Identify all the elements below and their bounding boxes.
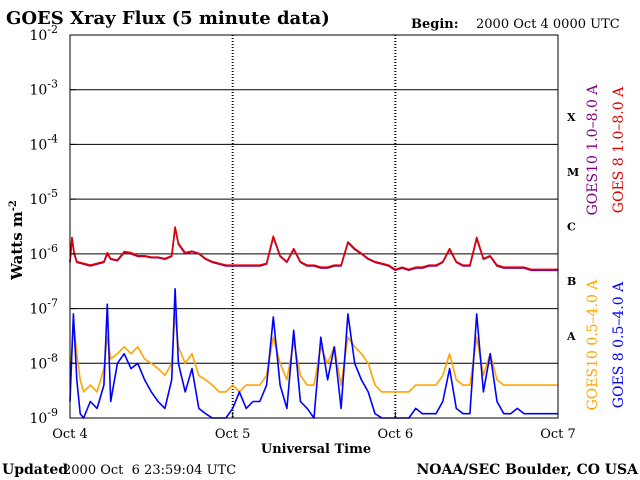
flare-class-M: M <box>567 166 579 179</box>
series-goes8_short <box>69 287 558 419</box>
x-axis-label: Universal Time <box>261 442 371 457</box>
y-tick-label-7: 10-9 <box>29 406 58 427</box>
y-axis-label-text: Watts m <box>8 211 26 281</box>
y-tick-base: 10 <box>29 192 47 208</box>
x-tick-label-1: Oct 5 <box>215 427 251 442</box>
grid <box>70 34 558 419</box>
x-tick-label-3: Oct 7 <box>540 427 576 442</box>
y-tick-base: 10 <box>29 302 47 318</box>
y-tick-exponent: -4 <box>47 132 58 145</box>
y-tick-exponent: -6 <box>47 242 58 255</box>
flare-class-C: C <box>567 221 576 234</box>
y-tick-label-5: 10-7 <box>29 297 58 318</box>
data-series <box>69 226 558 419</box>
y-tick-base: 10 <box>29 247 47 263</box>
legend-goes10_long: GOES10 1.0–8.0 A <box>585 84 601 216</box>
x-tick-label-2: Oct 6 <box>378 427 414 442</box>
y-axis-label-exponent: -2 <box>8 200 19 211</box>
y-tick-base: 10 <box>29 137 47 153</box>
y-tick-exponent: -2 <box>47 23 58 36</box>
y-tick-base: 10 <box>29 28 47 44</box>
plot-frame <box>69 34 559 419</box>
legend-goes8_short: GOES 8 0.5–4.0 A <box>611 281 627 408</box>
series-goes10_long <box>69 227 558 272</box>
data-source: NOAA/SEC Boulder, CO USA <box>417 462 640 478</box>
begin-label: Begin: <box>411 17 459 32</box>
updated-label: Updated <box>2 462 68 478</box>
x-tick-label-0: Oct 4 <box>52 427 88 442</box>
y-tick-label-4: 10-6 <box>29 242 58 263</box>
y-tick-exponent: -3 <box>47 78 58 91</box>
y-tick-base: 10 <box>29 356 47 372</box>
updated-value: 2000 Oct 6 23:59:04 UTC <box>63 463 236 478</box>
y-tick-exponent: -7 <box>47 297 58 310</box>
y-tick-label-0: 10-2 <box>29 23 58 44</box>
y-tick-label-2: 10-4 <box>29 132 58 153</box>
series-goes8_long <box>69 226 558 271</box>
legend-goes8_long: GOES 8 1.0–8.0 A <box>611 86 627 213</box>
legend-goes10_short: GOES10 0.5–4.0 A <box>585 279 601 411</box>
chart-title: GOES Xray Flux (5 minute data) <box>6 8 330 29</box>
y-tick-base: 10 <box>29 83 47 99</box>
flare-class-A: A <box>566 330 576 343</box>
y-tick-base: 10 <box>29 411 47 427</box>
y-tick-label-1: 10-3 <box>29 78 58 99</box>
y-tick-label-6: 10-8 <box>29 351 58 372</box>
y-tick-label-3: 10-5 <box>29 187 58 208</box>
y-tick-exponent: -8 <box>47 351 58 364</box>
y-tick-exponent: -5 <box>47 187 58 200</box>
legend: GOES10 1.0–8.0 A GOES 8 1.0–8.0 A GOES10 0… <box>585 84 627 411</box>
flare-class-B: B <box>567 275 576 288</box>
y-tick-exponent: -9 <box>47 406 58 419</box>
y-axis-label: Watts m-2 <box>8 200 26 281</box>
begin-value: 2000 Oct 4 0000 UTC <box>476 17 620 32</box>
flare-class-X: X <box>567 111 576 124</box>
